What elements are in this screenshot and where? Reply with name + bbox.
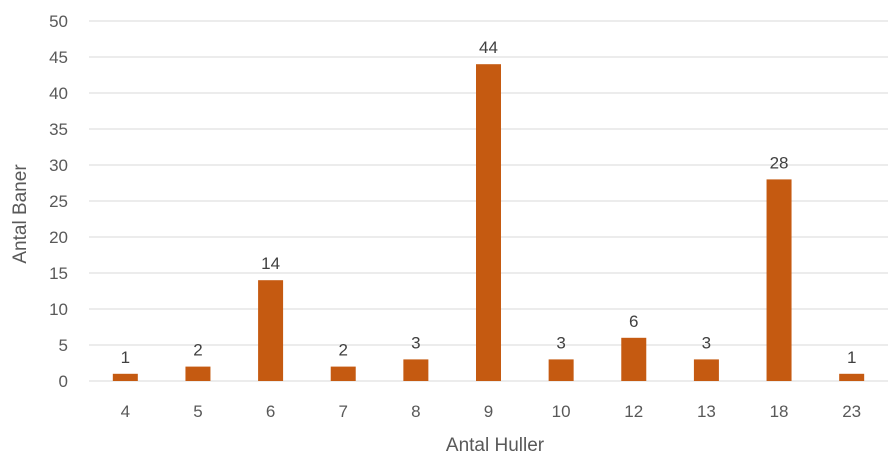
y-axis-ticks: 0 5 10 15 20 25 30 35 40 45 50	[49, 12, 68, 391]
bar-8	[403, 359, 429, 381]
y-tick-label: 0	[59, 372, 68, 391]
data-label-23: 1	[847, 348, 856, 367]
x-tick-label: 12	[624, 402, 643, 421]
y-tick-label: 40	[49, 84, 68, 103]
data-label-4: 1	[121, 348, 130, 367]
x-tick-label: 7	[338, 402, 347, 421]
x-axis-ticks: 4 5 6 7 8 9 10 12 13 18 23	[121, 402, 862, 421]
y-tick-label: 50	[49, 12, 68, 31]
data-label-6: 14	[261, 254, 280, 273]
y-tick-label: 45	[49, 48, 68, 67]
x-tick-label: 4	[121, 402, 130, 421]
y-tick-label: 10	[49, 300, 68, 319]
data-label-8: 3	[411, 333, 420, 352]
bar-6	[258, 280, 284, 381]
y-tick-label: 30	[49, 156, 68, 175]
bar-9	[476, 64, 501, 381]
x-tick-label: 8	[411, 402, 420, 421]
bar-23	[839, 373, 865, 381]
data-labels: 1 2 14 2 3 44 3 6 3 28 1	[121, 38, 857, 367]
bar-5	[185, 366, 211, 381]
y-tick-label: 20	[49, 228, 68, 247]
bar-10	[548, 359, 574, 381]
bar-13	[693, 359, 719, 381]
data-label-12: 6	[629, 312, 638, 331]
y-tick-label: 35	[49, 120, 68, 139]
data-label-18: 28	[770, 153, 789, 172]
x-tick-label: 18	[770, 402, 789, 421]
x-axis-title: Antal Huller	[446, 435, 545, 456]
bar-4	[112, 373, 138, 381]
y-tick-label: 15	[49, 264, 68, 283]
bar-18	[766, 179, 792, 381]
x-tick-label: 13	[697, 402, 716, 421]
x-tick-label: 6	[266, 402, 275, 421]
y-tick-label: 5	[59, 336, 68, 355]
bar-12	[621, 337, 647, 381]
data-label-5: 2	[193, 341, 202, 360]
y-tick-label: 25	[49, 192, 68, 211]
bar-7	[330, 366, 356, 381]
data-label-10: 3	[556, 333, 565, 352]
bars	[112, 64, 865, 381]
data-label-7: 2	[338, 341, 347, 360]
y-axis-title: Antal Baner	[10, 164, 31, 264]
x-tick-label: 23	[842, 402, 861, 421]
x-tick-label: 10	[552, 402, 571, 421]
x-tick-label: 9	[484, 402, 493, 421]
data-label-13: 3	[702, 333, 711, 352]
x-tick-label: 5	[193, 402, 202, 421]
data-label-9: 44	[479, 38, 498, 57]
